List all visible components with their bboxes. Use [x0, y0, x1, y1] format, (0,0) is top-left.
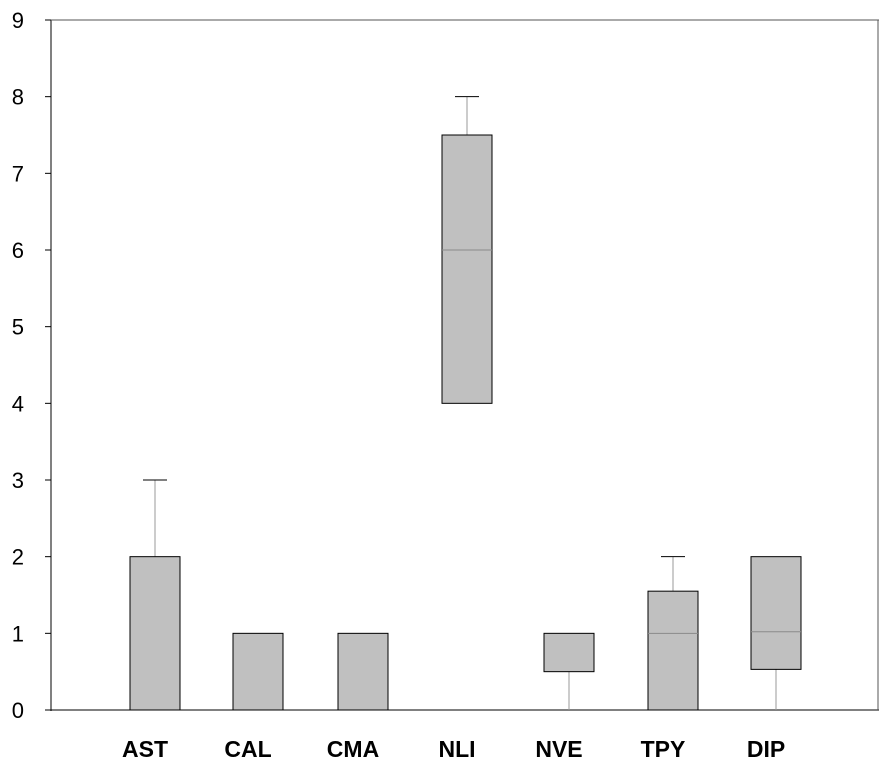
box-nve — [543, 632, 595, 710]
x-category-label: DIP — [747, 736, 785, 762]
x-category-label: TPY — [641, 736, 686, 762]
iqr-box — [441, 134, 493, 404]
x-category-label: CMA — [327, 736, 379, 762]
x-axis-labels: AST CAL CMA NLI NVE TPY DIP — [122, 736, 785, 762]
box-cal — [232, 632, 284, 711]
y-tick-label: 5 — [12, 315, 24, 340]
boxes — [129, 96, 802, 711]
y-tick-label: 3 — [12, 468, 24, 493]
x-category-label: NLI — [438, 736, 475, 762]
box-cma — [337, 632, 389, 711]
y-tick-label: 1 — [12, 621, 24, 646]
iqr-box — [750, 556, 802, 670]
iqr-box — [647, 590, 699, 711]
iqr-box — [129, 556, 181, 711]
box-ast — [129, 479, 181, 711]
x-category-label: CAL — [224, 736, 271, 762]
y-tick-label: 4 — [12, 391, 24, 416]
y-tick-label: 2 — [12, 545, 24, 570]
box-dip — [750, 556, 802, 710]
iqr-box — [543, 632, 595, 673]
iqr-box — [337, 632, 389, 711]
box-nli — [441, 96, 493, 404]
x-category-label: AST — [122, 736, 168, 762]
y-tick-label: 9 — [12, 8, 24, 33]
iqr-box — [232, 632, 284, 711]
y-tick-label: 7 — [12, 161, 24, 186]
x-category-label: NVE — [535, 736, 582, 762]
plot-frame — [50, 19, 879, 711]
y-axis-ticks: 0 1 2 3 4 5 6 7 8 9 — [12, 8, 51, 723]
box-tpy — [647, 556, 699, 711]
y-tick-label: 8 — [12, 85, 24, 110]
y-tick-label: 6 — [12, 238, 24, 263]
y-tick-label: 0 — [12, 698, 24, 723]
